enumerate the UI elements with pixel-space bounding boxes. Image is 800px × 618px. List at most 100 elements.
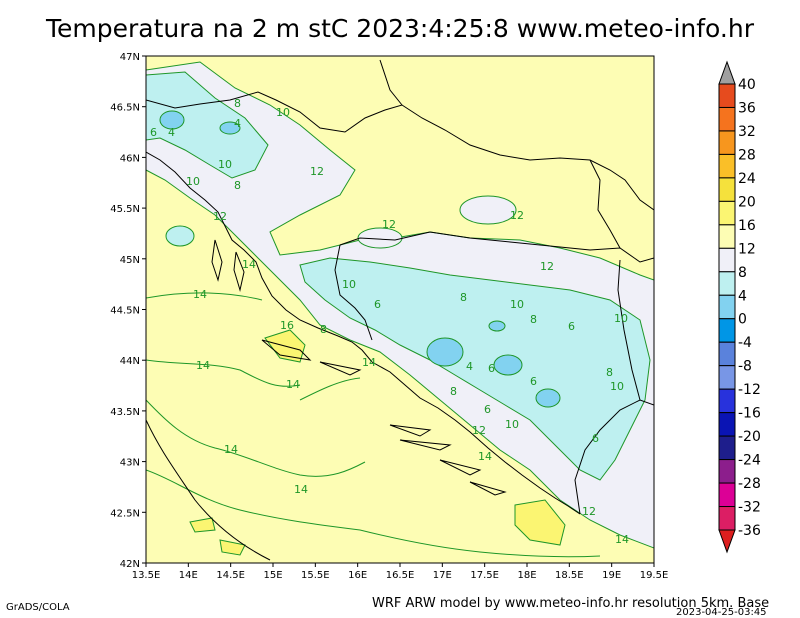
field-0-4-spot [535, 388, 561, 408]
field-8-12-spot [459, 195, 517, 225]
lon-tick-label: 16.5E [386, 570, 415, 581]
contour-label: 8 [234, 179, 241, 192]
colorbar-level-label: -8 [738, 359, 752, 375]
colorbar-segment [718, 247, 736, 273]
contour-label: 8 [320, 323, 327, 336]
contour-label: 6 [484, 403, 491, 416]
colorbar-segment [718, 294, 736, 320]
field-0-4-spot [493, 354, 523, 376]
colorbar-level-label: -20 [738, 429, 761, 445]
colorbar-level-label: 32 [738, 124, 756, 140]
lon-tick-label: 19E [602, 570, 621, 581]
island [233, 251, 245, 292]
contour-label: 10 [610, 380, 624, 393]
contour-label: 14 [478, 450, 492, 463]
national-border [379, 59, 403, 106]
island [399, 439, 452, 451]
contour-label: 6 [150, 126, 157, 139]
lat-tick-label: 45.5N [110, 204, 140, 215]
national-border [617, 259, 641, 401]
contour-label: 4 [466, 360, 473, 373]
colorbar-segment [718, 435, 736, 461]
lon-tick-label: 16E [348, 570, 367, 581]
colorbar-segment [718, 412, 736, 437]
latitude-axis: 47N 46.5N 46N 45.5N 45N 44.5N 44N 43.5N 43N 42.5N… [110, 52, 146, 570]
contour-label: 14 [286, 378, 300, 391]
colorbar-segment [718, 271, 736, 296]
colorbar-segment [718, 318, 736, 343]
island [469, 481, 507, 496]
lat-tick-label: 42N [120, 559, 140, 570]
colorbar-level-label: 40 [738, 77, 756, 93]
lat-tick-label: 44N [120, 356, 140, 367]
colorbar-labels: 4036322824201612840-4-8-12-16-20-24-28-3… [738, 77, 761, 539]
colorbar-level-label: 28 [738, 147, 756, 163]
contour-label: 8 [606, 366, 613, 379]
lon-tick-label: 19.5E [640, 570, 669, 581]
colorbar-segment [718, 130, 736, 155]
colorbar-level-label: 24 [738, 171, 756, 187]
isotherm-line [146, 399, 366, 477]
lon-tick-label: 18E [517, 570, 536, 581]
contour-label: 6 [488, 362, 495, 375]
contour-labels: 14 14 14 14 14 14 14 14 14 10 10 10 10 1… [150, 97, 629, 546]
coastline [146, 419, 271, 561]
island [319, 361, 362, 376]
colorbar-segment [718, 200, 736, 226]
colorbar-segment [718, 106, 736, 132]
generation-timestamp: 2023-04-25-03:45 [676, 607, 767, 618]
contour-label: 6 [592, 432, 599, 445]
lon-tick-label: 14E [179, 570, 198, 581]
colorbar-segment [718, 341, 736, 367]
field-0-4-spot [159, 110, 185, 130]
colorbar-segment [718, 177, 736, 202]
field-16-20-patch [189, 517, 216, 533]
lon-tick-label: 18.5E [555, 570, 584, 581]
isotherm-line [146, 292, 263, 301]
colorbar-segment [718, 459, 736, 484]
colorbar-level-label: 4 [738, 288, 747, 304]
contour-label: 4 [168, 126, 175, 139]
field-16-20-patch [514, 499, 566, 546]
contour-label: 12 [382, 218, 396, 231]
contour-label: 14 [362, 356, 376, 369]
model-credit: WRF ARW model by www.meteo-info.hr resol… [372, 596, 770, 611]
contour-label: 8 [460, 291, 467, 304]
lon-tick-label: 15E [263, 570, 282, 581]
contour-label: 10 [614, 312, 628, 325]
contour-label: 6 [374, 298, 381, 311]
lat-tick-label: 43.5N [110, 407, 140, 418]
national-border [589, 159, 621, 249]
contour-label: 14 [193, 288, 207, 301]
field-4-8-zone [146, 71, 269, 179]
contour-label: 10 [505, 418, 519, 431]
contour-label: 6 [530, 375, 537, 388]
contour-label: 10 [218, 158, 232, 171]
contour-label: 12 [582, 505, 596, 518]
colorbar-segment [718, 506, 736, 531]
colorbar-level-label: -36 [738, 523, 761, 539]
colorbar-segment [718, 388, 736, 414]
colorbar-level-label: 0 [738, 312, 747, 328]
isotherm-line [146, 469, 601, 558]
contour-label: 12 [213, 210, 227, 223]
contour-label: 16 [280, 319, 294, 332]
colorbar-segment [718, 482, 736, 508]
colorbar [718, 60, 736, 554]
colorbar-segment [718, 365, 736, 390]
contour-label: 10 [342, 278, 356, 291]
lat-tick-label: 45N [120, 255, 140, 266]
contour-label: 8 [450, 385, 457, 398]
national-border [334, 244, 373, 341]
coastline [146, 151, 581, 515]
temperature-field [146, 59, 654, 561]
field-0-4-spot [219, 121, 241, 135]
lon-tick-label: 15.5E [301, 570, 330, 581]
contour-label: 8 [234, 97, 241, 110]
colorbar-level-label: -16 [738, 406, 761, 422]
colorbar-bottom-arrow [718, 529, 736, 554]
lat-tick-label: 47N [120, 52, 140, 63]
colorbar-top-arrow [718, 60, 736, 85]
field-8-12-spot [165, 225, 195, 247]
